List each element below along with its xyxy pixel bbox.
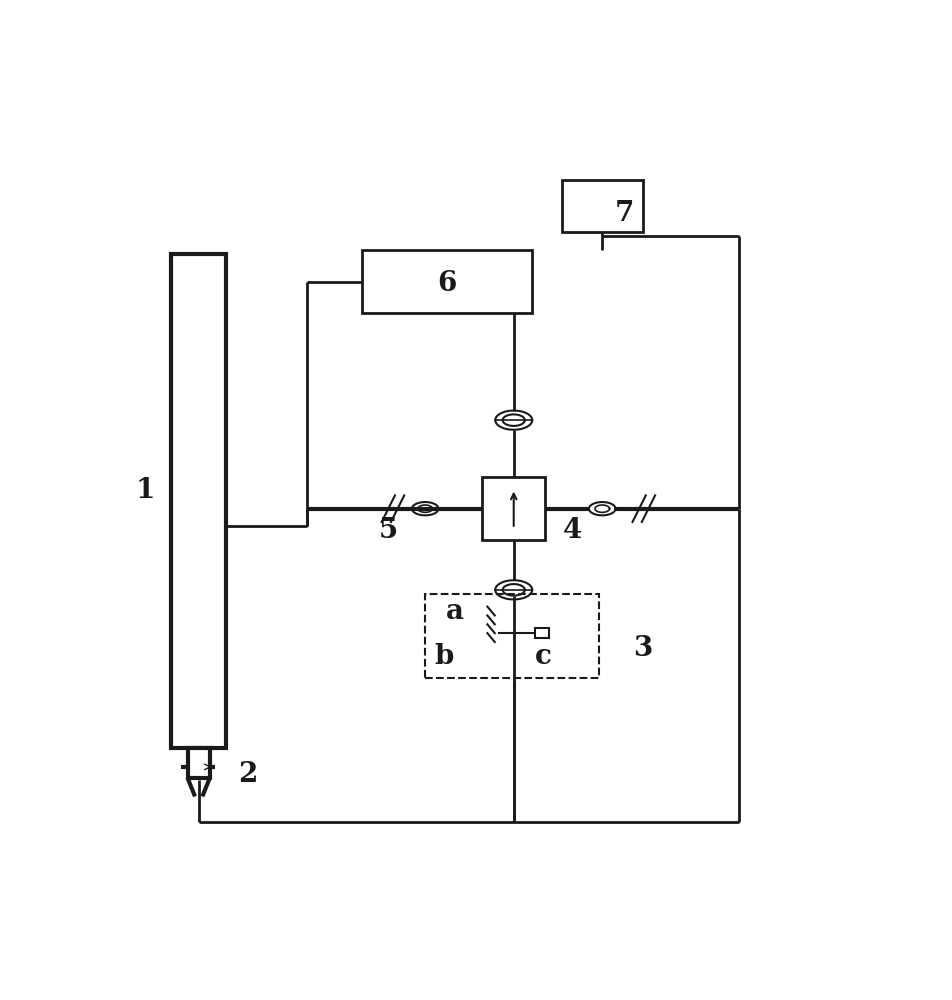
Text: 3: 3 — [633, 635, 652, 662]
Text: 2: 2 — [238, 761, 258, 788]
Bar — [363, 250, 532, 313]
Text: 4: 4 — [564, 517, 583, 544]
Bar — [188, 748, 209, 778]
Text: a: a — [446, 598, 464, 625]
Text: 5: 5 — [379, 517, 398, 544]
Text: 7: 7 — [615, 200, 634, 227]
Bar — [535, 628, 548, 638]
Bar — [562, 180, 643, 232]
Bar — [483, 477, 545, 540]
Text: b: b — [434, 643, 453, 670]
Bar — [426, 594, 599, 678]
Text: c: c — [535, 643, 551, 670]
Text: 6: 6 — [438, 270, 457, 297]
Text: 1: 1 — [135, 477, 154, 504]
Bar — [170, 254, 226, 748]
